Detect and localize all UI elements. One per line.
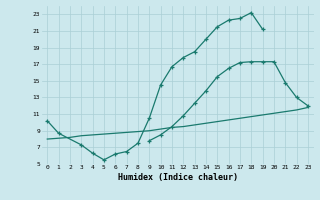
- X-axis label: Humidex (Indice chaleur): Humidex (Indice chaleur): [118, 173, 237, 182]
